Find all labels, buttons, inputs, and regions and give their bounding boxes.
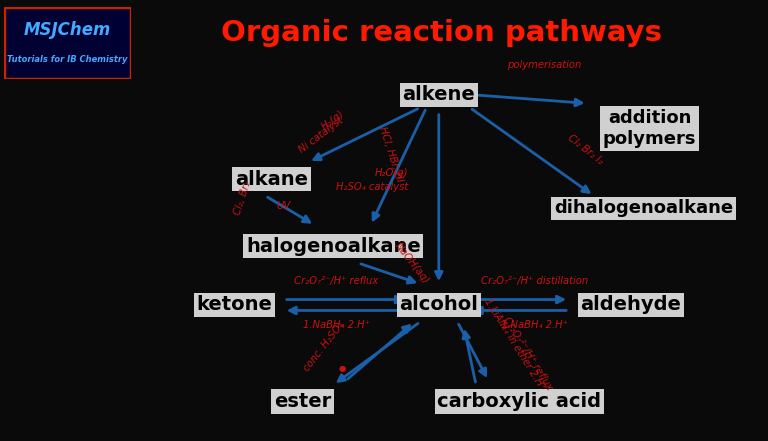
Text: addition
polymers: addition polymers: [603, 109, 697, 148]
Text: H₂O(g): H₂O(g): [374, 168, 408, 178]
Text: dihalogenoalkane: dihalogenoalkane: [554, 199, 733, 217]
Text: alkane: alkane: [235, 169, 308, 188]
Text: MSJChem: MSJChem: [24, 21, 111, 39]
Text: Cl₂ Br₂ I₂: Cl₂ Br₂ I₂: [566, 133, 605, 166]
Text: H₂SO₄ catalyst: H₂SO₄ catalyst: [336, 183, 408, 192]
Text: 1.LiAlH₄ in ether 2.H⁺: 1.LiAlH₄ in ether 2.H⁺: [482, 297, 547, 392]
Text: polymerisation: polymerisation: [507, 60, 581, 70]
Text: Organic reaction pathways: Organic reaction pathways: [221, 19, 662, 47]
Text: UV: UV: [276, 201, 290, 211]
Text: alcohol: alcohol: [399, 295, 478, 314]
Text: ketone: ketone: [197, 295, 272, 314]
Text: HCl, HBr, HI: HCl, HBr, HI: [377, 125, 404, 183]
Text: ●: ●: [339, 363, 346, 373]
Text: Ni catalyst: Ni catalyst: [297, 115, 345, 155]
Text: carboxylic acid: carboxylic acid: [438, 392, 601, 411]
Text: 1.NaBH₄ 2.H⁺: 1.NaBH₄ 2.H⁺: [303, 320, 370, 330]
Text: alkene: alkene: [402, 86, 475, 105]
Text: H₂(g): H₂(g): [320, 108, 346, 132]
Text: Cr₂O₇²⁻/H⁺ distillation: Cr₂O₇²⁻/H⁺ distillation: [482, 276, 588, 286]
Text: 1.NaBH₄ 2.H⁺: 1.NaBH₄ 2.H⁺: [502, 320, 568, 330]
FancyBboxPatch shape: [4, 7, 131, 79]
Text: halogenoalkane: halogenoalkane: [246, 237, 421, 256]
Text: Cl₂, Br₂: Cl₂, Br₂: [233, 180, 253, 216]
Text: Cr₂O₇²⁻/H⁺ reflux: Cr₂O₇²⁻/H⁺ reflux: [294, 276, 379, 286]
Text: Cr₂O₇²⁻/H⁺ reflux: Cr₂O₇²⁻/H⁺ reflux: [501, 315, 554, 392]
Text: Tutorials for IB Chemistry: Tutorials for IB Chemistry: [7, 55, 127, 64]
Text: conc. H₂SO₄: conc. H₂SO₄: [301, 321, 346, 374]
Text: aldehyde: aldehyde: [581, 295, 681, 314]
Text: NaOH(aq): NaOH(aq): [392, 240, 431, 285]
Text: ester: ester: [273, 392, 331, 411]
